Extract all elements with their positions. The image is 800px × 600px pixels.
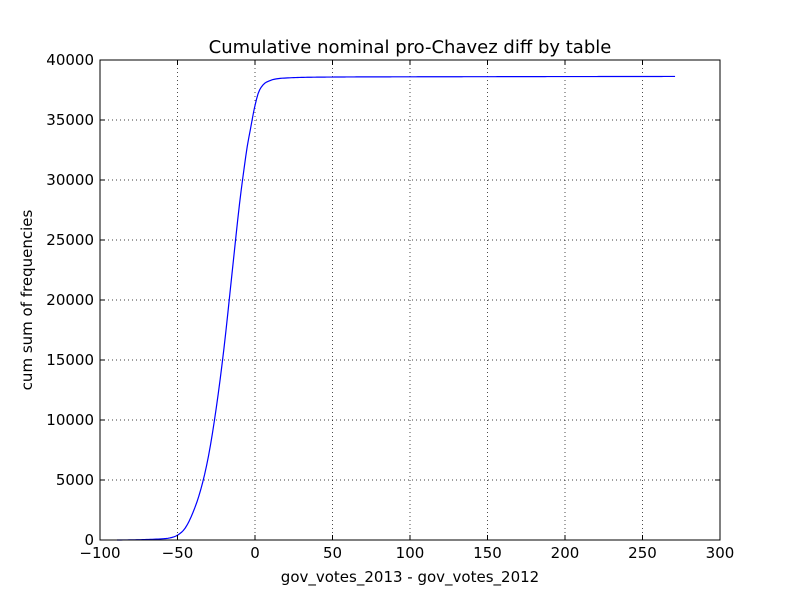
y-tick-label: 40000 — [46, 51, 94, 69]
y-tick-label: 5000 — [56, 471, 94, 489]
y-tick-label: 25000 — [46, 231, 94, 249]
x-tick-label: −50 — [162, 544, 194, 562]
series-line — [117, 75, 676, 541]
y-tick-label: 10000 — [46, 411, 94, 429]
y-tick-label: 15000 — [46, 351, 94, 369]
y-tick-label: 20000 — [46, 291, 94, 309]
x-tick-label: 300 — [706, 544, 735, 562]
x-axis-label: gov_votes_2013 - gov_votes_2012 — [281, 568, 539, 587]
series-layer — [117, 75, 676, 541]
y-tick-label: 30000 — [46, 171, 94, 189]
x-tick-label: 50 — [323, 544, 342, 562]
grid-lines — [100, 60, 720, 540]
tick-marks — [99, 59, 721, 541]
y-axis-label: cum sum of frequencies — [18, 210, 36, 391]
x-tick-label: −100 — [79, 544, 120, 562]
x-tick-label: 100 — [396, 544, 425, 562]
x-tick-label: 200 — [551, 544, 580, 562]
x-tick-label: 250 — [628, 544, 657, 562]
x-tick-label: 0 — [250, 544, 260, 562]
x-tick-labels: −100 −50 0 50 100 150 200 250 300 — [79, 544, 734, 562]
y-tick-labels: 0 5000 10000 15000 20000 25000 30000 35000 40000 — [46, 51, 94, 549]
chart-title: Cumulative nominal pro-Chavez diff by ta… — [209, 37, 612, 58]
x-tick-label: 150 — [473, 544, 502, 562]
y-tick-label: 35000 — [46, 111, 94, 129]
y-tick-label: 0 — [84, 531, 94, 549]
